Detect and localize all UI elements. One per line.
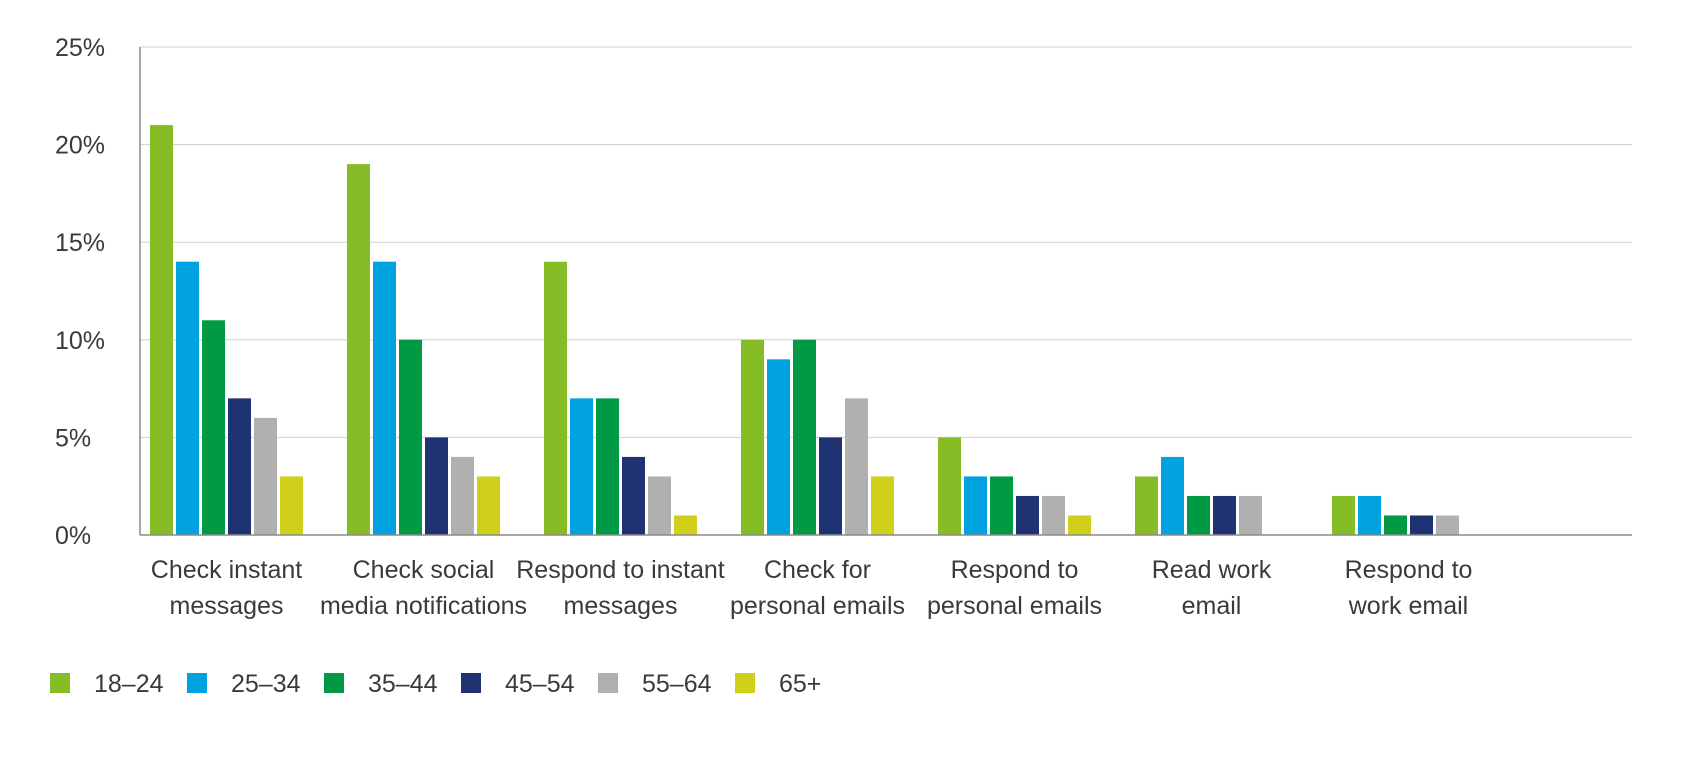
x-axis-category-labels: Check instant messages Check social media n… (151, 556, 1473, 620)
axes (139, 47, 1632, 536)
bar-5564-cat2 (648, 476, 671, 535)
bar-2534-cat1 (373, 261, 396, 535)
bar-5564-cat0 (254, 417, 277, 535)
legend-label: 35–44 (368, 670, 438, 698)
y-tick-label: 10% (55, 327, 105, 355)
legend-swatch (324, 673, 344, 693)
y-tick-label: 25% (55, 34, 105, 62)
bar-2534-cat2 (570, 398, 593, 535)
legend-swatch (461, 673, 481, 693)
bar-2534-cat3 (767, 359, 790, 535)
bar-3544-cat1 (399, 339, 422, 535)
category-label: Respond to (1345, 556, 1473, 584)
category-label: Respond to (951, 556, 1079, 584)
bar-4554-cat6 (1410, 515, 1433, 535)
legend-label: 18–24 (94, 670, 164, 698)
bar-5564-cat5 (1239, 495, 1262, 535)
category-label: Respond to instant (516, 556, 725, 584)
bar-1824-cat2 (544, 261, 567, 535)
bar-2534-cat4 (964, 476, 987, 535)
category-label: Check instant (151, 556, 303, 584)
bar-3544-cat6 (1384, 515, 1407, 535)
legend-swatch (735, 673, 755, 693)
bar-4554-cat4 (1016, 495, 1039, 535)
bar-3544-cat5 (1187, 495, 1210, 535)
y-axis-tick-labels: 0% 5% 10% 15% 20% 25% (55, 34, 105, 550)
category-label: messages (170, 592, 284, 620)
bar-2534-cat6 (1358, 495, 1381, 535)
bar-4554-cat5 (1213, 495, 1236, 535)
legend: 18–24 25–34 35–44 45–54 55–64 65+ (50, 670, 821, 698)
bar-65+-cat2 (674, 515, 697, 535)
category-label: personal emails (927, 592, 1102, 620)
y-tick-label: 5% (55, 424, 91, 452)
bar-4554-cat1 (425, 437, 448, 535)
legend-swatch (50, 673, 70, 693)
y-tick-label: 0% (55, 522, 91, 550)
bar-3544-cat4 (990, 476, 1013, 535)
bar-4554-cat2 (622, 456, 645, 535)
bar-3544-cat0 (202, 320, 225, 535)
bar-4554-cat3 (819, 437, 842, 535)
bar-1824-cat1 (347, 164, 370, 535)
bar-65+-cat1 (477, 476, 500, 535)
legend-label: 65+ (779, 670, 821, 698)
bar-5564-cat3 (845, 398, 868, 535)
bar-65+-cat3 (871, 476, 894, 535)
category-label: messages (564, 592, 678, 620)
bar-65+-cat4 (1068, 515, 1091, 535)
bar-1824-cat3 (741, 339, 764, 535)
legend-swatch (187, 673, 207, 693)
bar-1824-cat6 (1332, 495, 1355, 535)
bar-2534-cat0 (176, 261, 199, 535)
legend-swatch (598, 673, 618, 693)
category-label: Read work (1152, 556, 1272, 584)
bar-5564-cat6 (1436, 515, 1459, 535)
category-label: email (1182, 592, 1242, 620)
bar-5564-cat4 (1042, 495, 1065, 535)
y-tick-label: 15% (55, 229, 105, 257)
bar-65+-cat0 (280, 476, 303, 535)
bar-4554-cat0 (228, 398, 251, 535)
legend-label: 25–34 (231, 670, 301, 698)
bar-3544-cat3 (793, 339, 816, 535)
legend-label: 45–54 (505, 670, 575, 698)
bars (150, 125, 1459, 535)
category-label: personal emails (730, 592, 905, 620)
category-label: work email (1348, 592, 1468, 620)
category-label: media notifications (320, 592, 527, 620)
bar-3544-cat2 (596, 398, 619, 535)
bar-1824-cat5 (1135, 476, 1158, 535)
bar-1824-cat4 (938, 437, 961, 535)
bar-1824-cat0 (150, 125, 173, 535)
bar-2534-cat5 (1161, 456, 1184, 535)
category-label: Check social (353, 556, 495, 584)
category-label: Check for (764, 556, 871, 584)
legend-label: 55–64 (642, 670, 712, 698)
bar-5564-cat1 (451, 456, 474, 535)
y-tick-label: 20% (55, 132, 105, 160)
